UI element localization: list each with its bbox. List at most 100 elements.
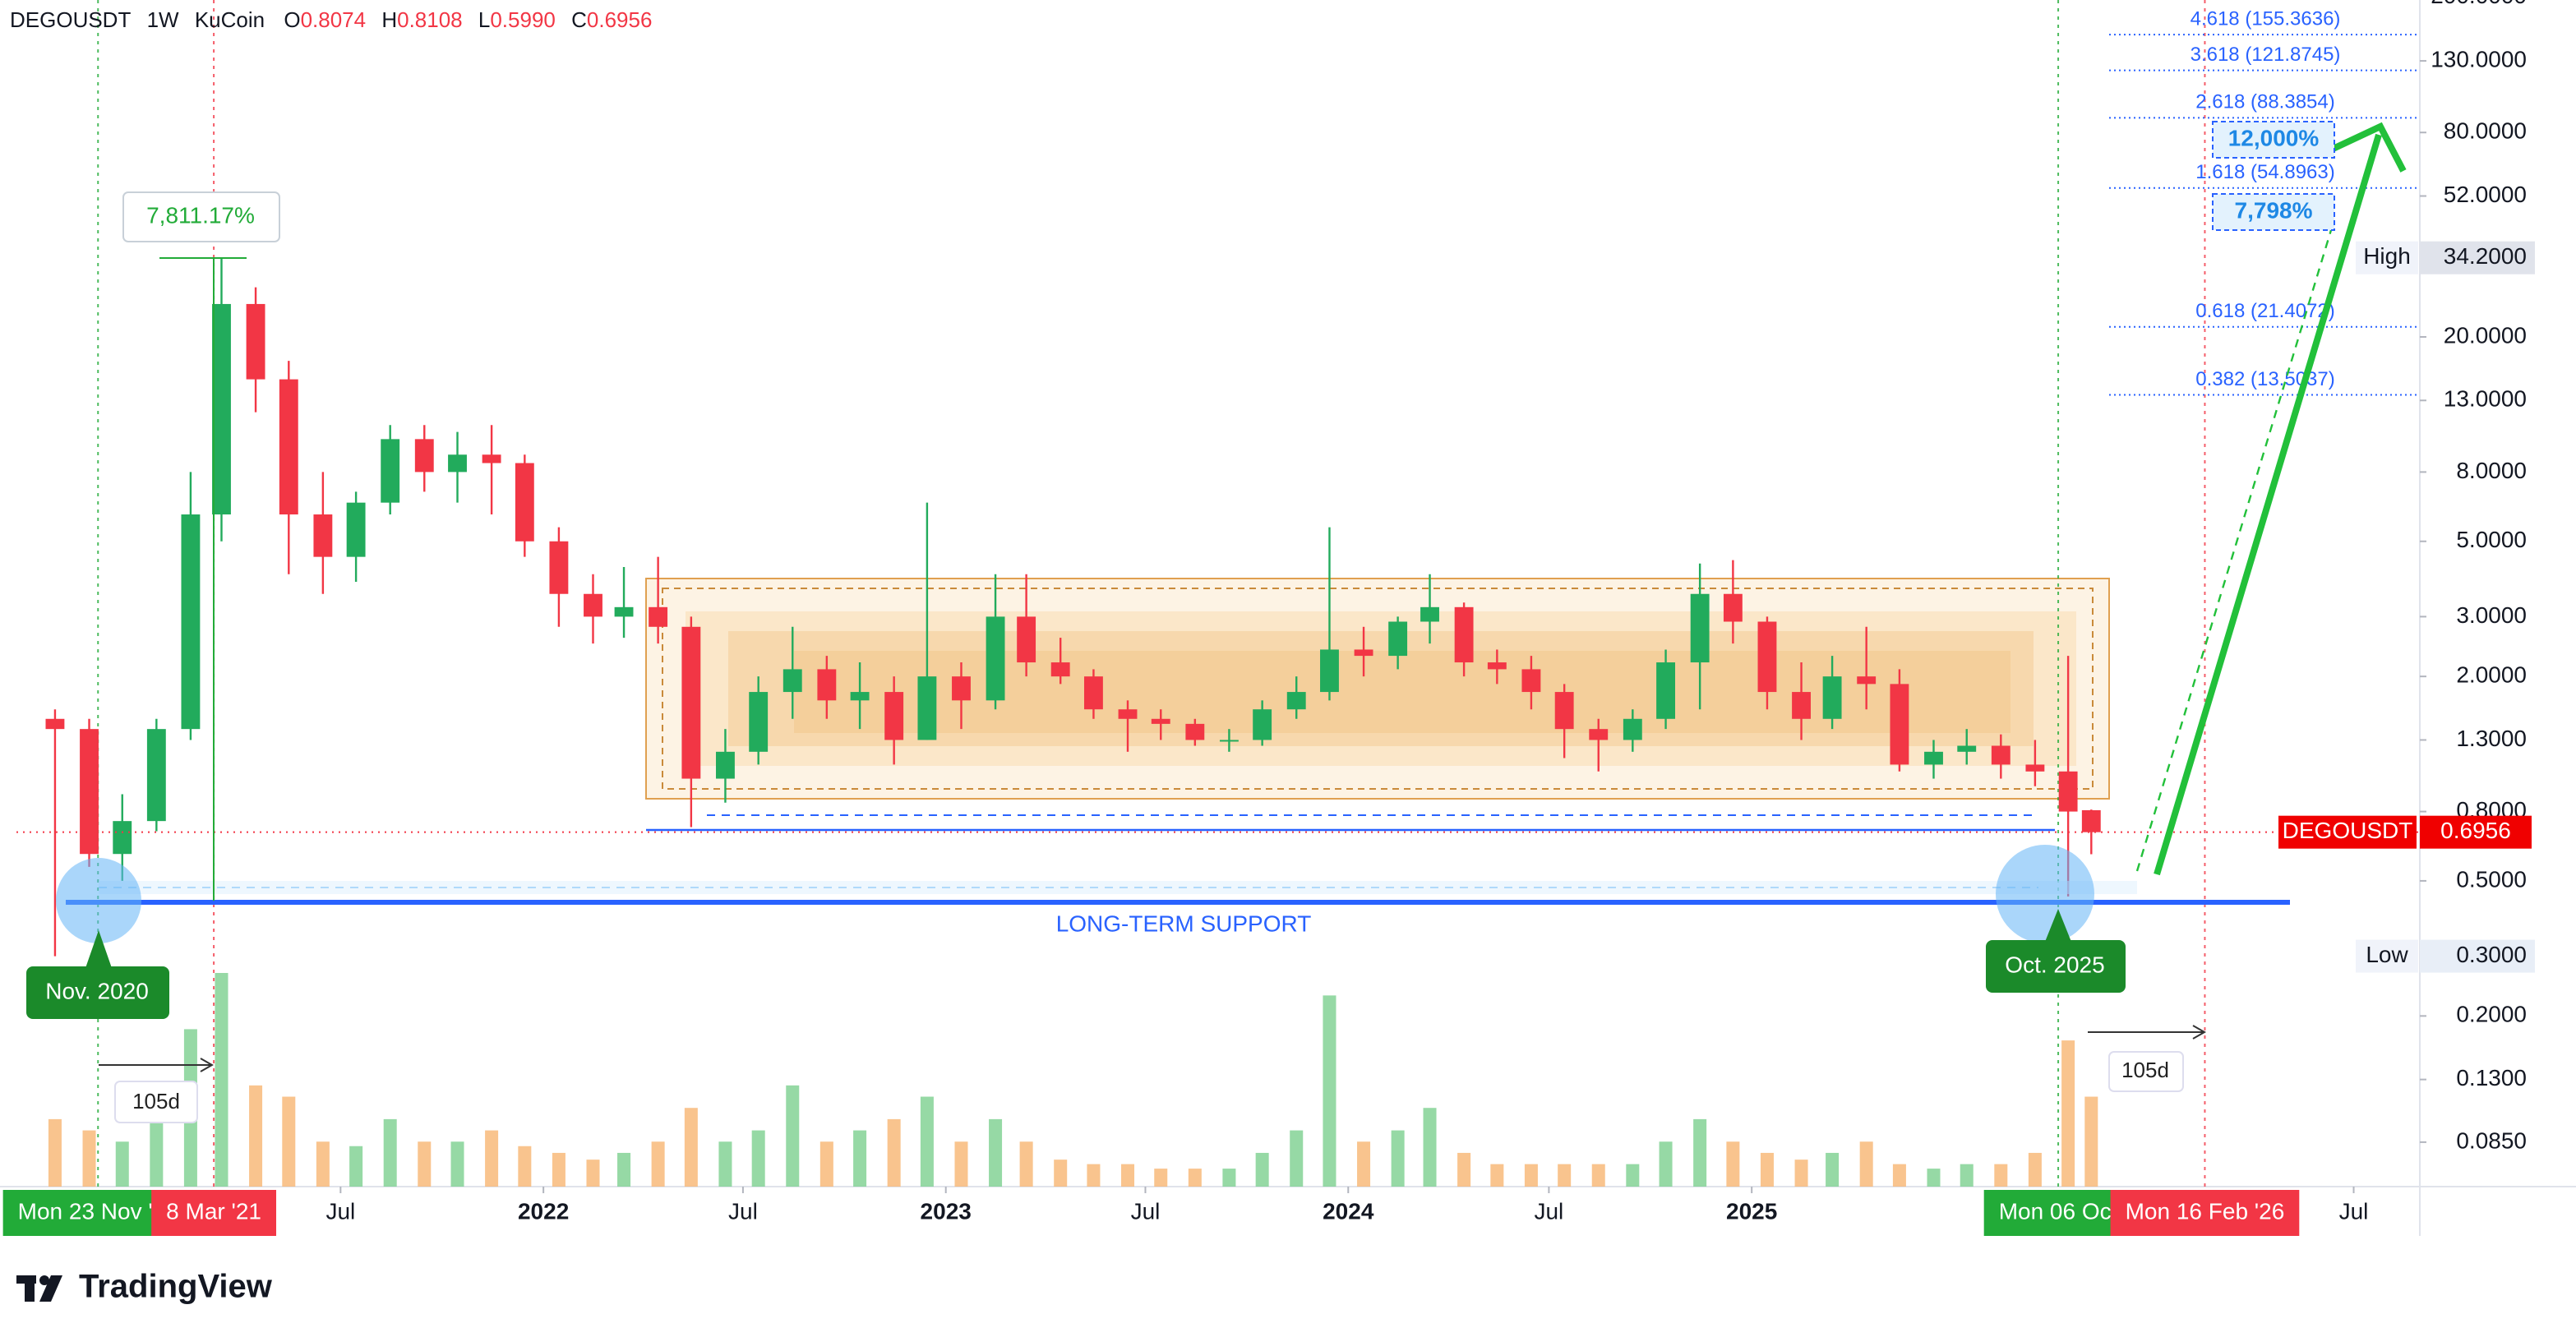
target-arrow (2154, 133, 2382, 876)
volume-bar (150, 1108, 164, 1187)
candle-body (1388, 621, 1408, 657)
candle-body (1623, 718, 1642, 740)
y-tick-label: 13.0000 (2444, 386, 2527, 412)
candle-body (917, 676, 937, 740)
target-box (2212, 121, 2335, 159)
candle-body (1286, 692, 1306, 710)
target-arrowhead (2326, 122, 2407, 173)
volume-bar (552, 1152, 566, 1187)
interval: 1W (147, 7, 179, 32)
candle-body (1656, 662, 1675, 719)
candle-body (1890, 684, 1909, 765)
y-tick-label: 8.0000 (2456, 458, 2527, 483)
y-tick-label: 0.5000 (2456, 866, 2527, 892)
candle-body (346, 502, 366, 557)
duration-arrowhead (200, 1058, 215, 1072)
candle-body (1050, 662, 1070, 677)
y-tick-label: 200.0000 (2431, 0, 2527, 8)
exchange: KuCoin (195, 7, 265, 32)
candle-body (1589, 729, 1609, 740)
volume-bar (1892, 1164, 1906, 1187)
candle-body (80, 729, 99, 855)
volume-bar (2028, 1152, 2042, 1187)
candle-body (1792, 692, 1811, 719)
volume-bar (349, 1146, 363, 1187)
volume-bar (1726, 1141, 1740, 1187)
candle-body (850, 692, 870, 701)
volume-bar (485, 1130, 499, 1187)
extreme-tag (2356, 939, 2418, 973)
candle-body (2025, 764, 2045, 772)
volume-bar (1927, 1169, 1941, 1187)
candle-body (146, 729, 166, 822)
callout (1986, 940, 2126, 993)
x-tick-label: Jul (2339, 1198, 2369, 1224)
volume-bar (1626, 1164, 1640, 1187)
candle-body (749, 692, 769, 752)
volume-bar (1154, 1169, 1168, 1187)
volume-bar (1591, 1164, 1605, 1187)
candle-body (1354, 649, 1373, 657)
highlight-circle (1996, 845, 2094, 943)
date-marker-label: Mon 06 Oct (1999, 1198, 2118, 1224)
candle-body (1487, 662, 1507, 670)
callout-label: Oct. 2025 (2005, 952, 2104, 977)
candle-body (1185, 723, 1205, 740)
candle-body (952, 676, 971, 701)
x-tick-label: Jul (1534, 1198, 1563, 1224)
range-box-inner (662, 588, 2094, 790)
price-tag-name: DEGOUSDT (2283, 818, 2413, 843)
candle-body (1757, 621, 1777, 693)
candle-body (2058, 771, 2078, 812)
y-tick-label: 52.0000 (2444, 182, 2527, 207)
candle-body (113, 821, 132, 855)
volume-bar (383, 1118, 397, 1187)
y-tick-label: 5.0000 (2456, 527, 2527, 552)
gain-box (122, 191, 280, 242)
candle-body (1084, 676, 1103, 710)
volume-bar (1859, 1141, 1873, 1187)
callout-pointer (2045, 909, 2071, 942)
volume-bar (853, 1130, 867, 1187)
highlight-circle (56, 858, 141, 943)
volume-bar (1423, 1108, 1437, 1187)
y-tick-label: 2.0000 (2456, 662, 2527, 688)
x-tick-label: 2025 (1726, 1198, 1777, 1224)
candle-body (614, 606, 634, 617)
volume-bar (249, 1085, 263, 1187)
volume-bar (1391, 1130, 1405, 1187)
x-tick-label: 2024 (1323, 1198, 1374, 1224)
volume-bar (1960, 1164, 1974, 1187)
ohlc-value: 0.8074 (301, 7, 367, 32)
price-tag-value: 0.6956 (2440, 818, 2511, 843)
logo-mark (39, 1275, 49, 1285)
support-label: LONG-TERM SUPPORT (1056, 911, 1312, 936)
candle-body (181, 514, 201, 730)
candle-body (1991, 745, 2010, 765)
date-marker-box (151, 1190, 277, 1236)
candle-body (1857, 676, 1877, 685)
candle-body (1118, 709, 1138, 719)
price-tag (2278, 815, 2417, 849)
candle-body (414, 439, 434, 473)
candle-body (1957, 745, 1977, 752)
ohlc-value: 0.5990 (490, 7, 556, 32)
extreme-name: Low (2366, 942, 2408, 967)
candle-body (1420, 606, 1439, 622)
volume-bar (786, 1085, 800, 1187)
date-marker-label: 8 Mar '21 (166, 1198, 261, 1224)
volume-bar (1087, 1164, 1101, 1187)
volume-bar (115, 1141, 129, 1187)
volume-bar (1121, 1164, 1135, 1187)
ohlc-key: C (571, 7, 587, 32)
volume-bar (1760, 1152, 1774, 1187)
symbol: DEGOUSDT (10, 7, 131, 32)
volume-bar (418, 1141, 432, 1187)
volume-bar (684, 1108, 698, 1187)
plot-area: 200.0000 130.0000 80.0000 52.0000 20.0000 13.… (0, 0, 2576, 1236)
volume-bar (1994, 1164, 2008, 1187)
duration-label: 105d (132, 1089, 180, 1113)
ohlc-key: L (478, 7, 490, 32)
candle-body (279, 379, 298, 515)
